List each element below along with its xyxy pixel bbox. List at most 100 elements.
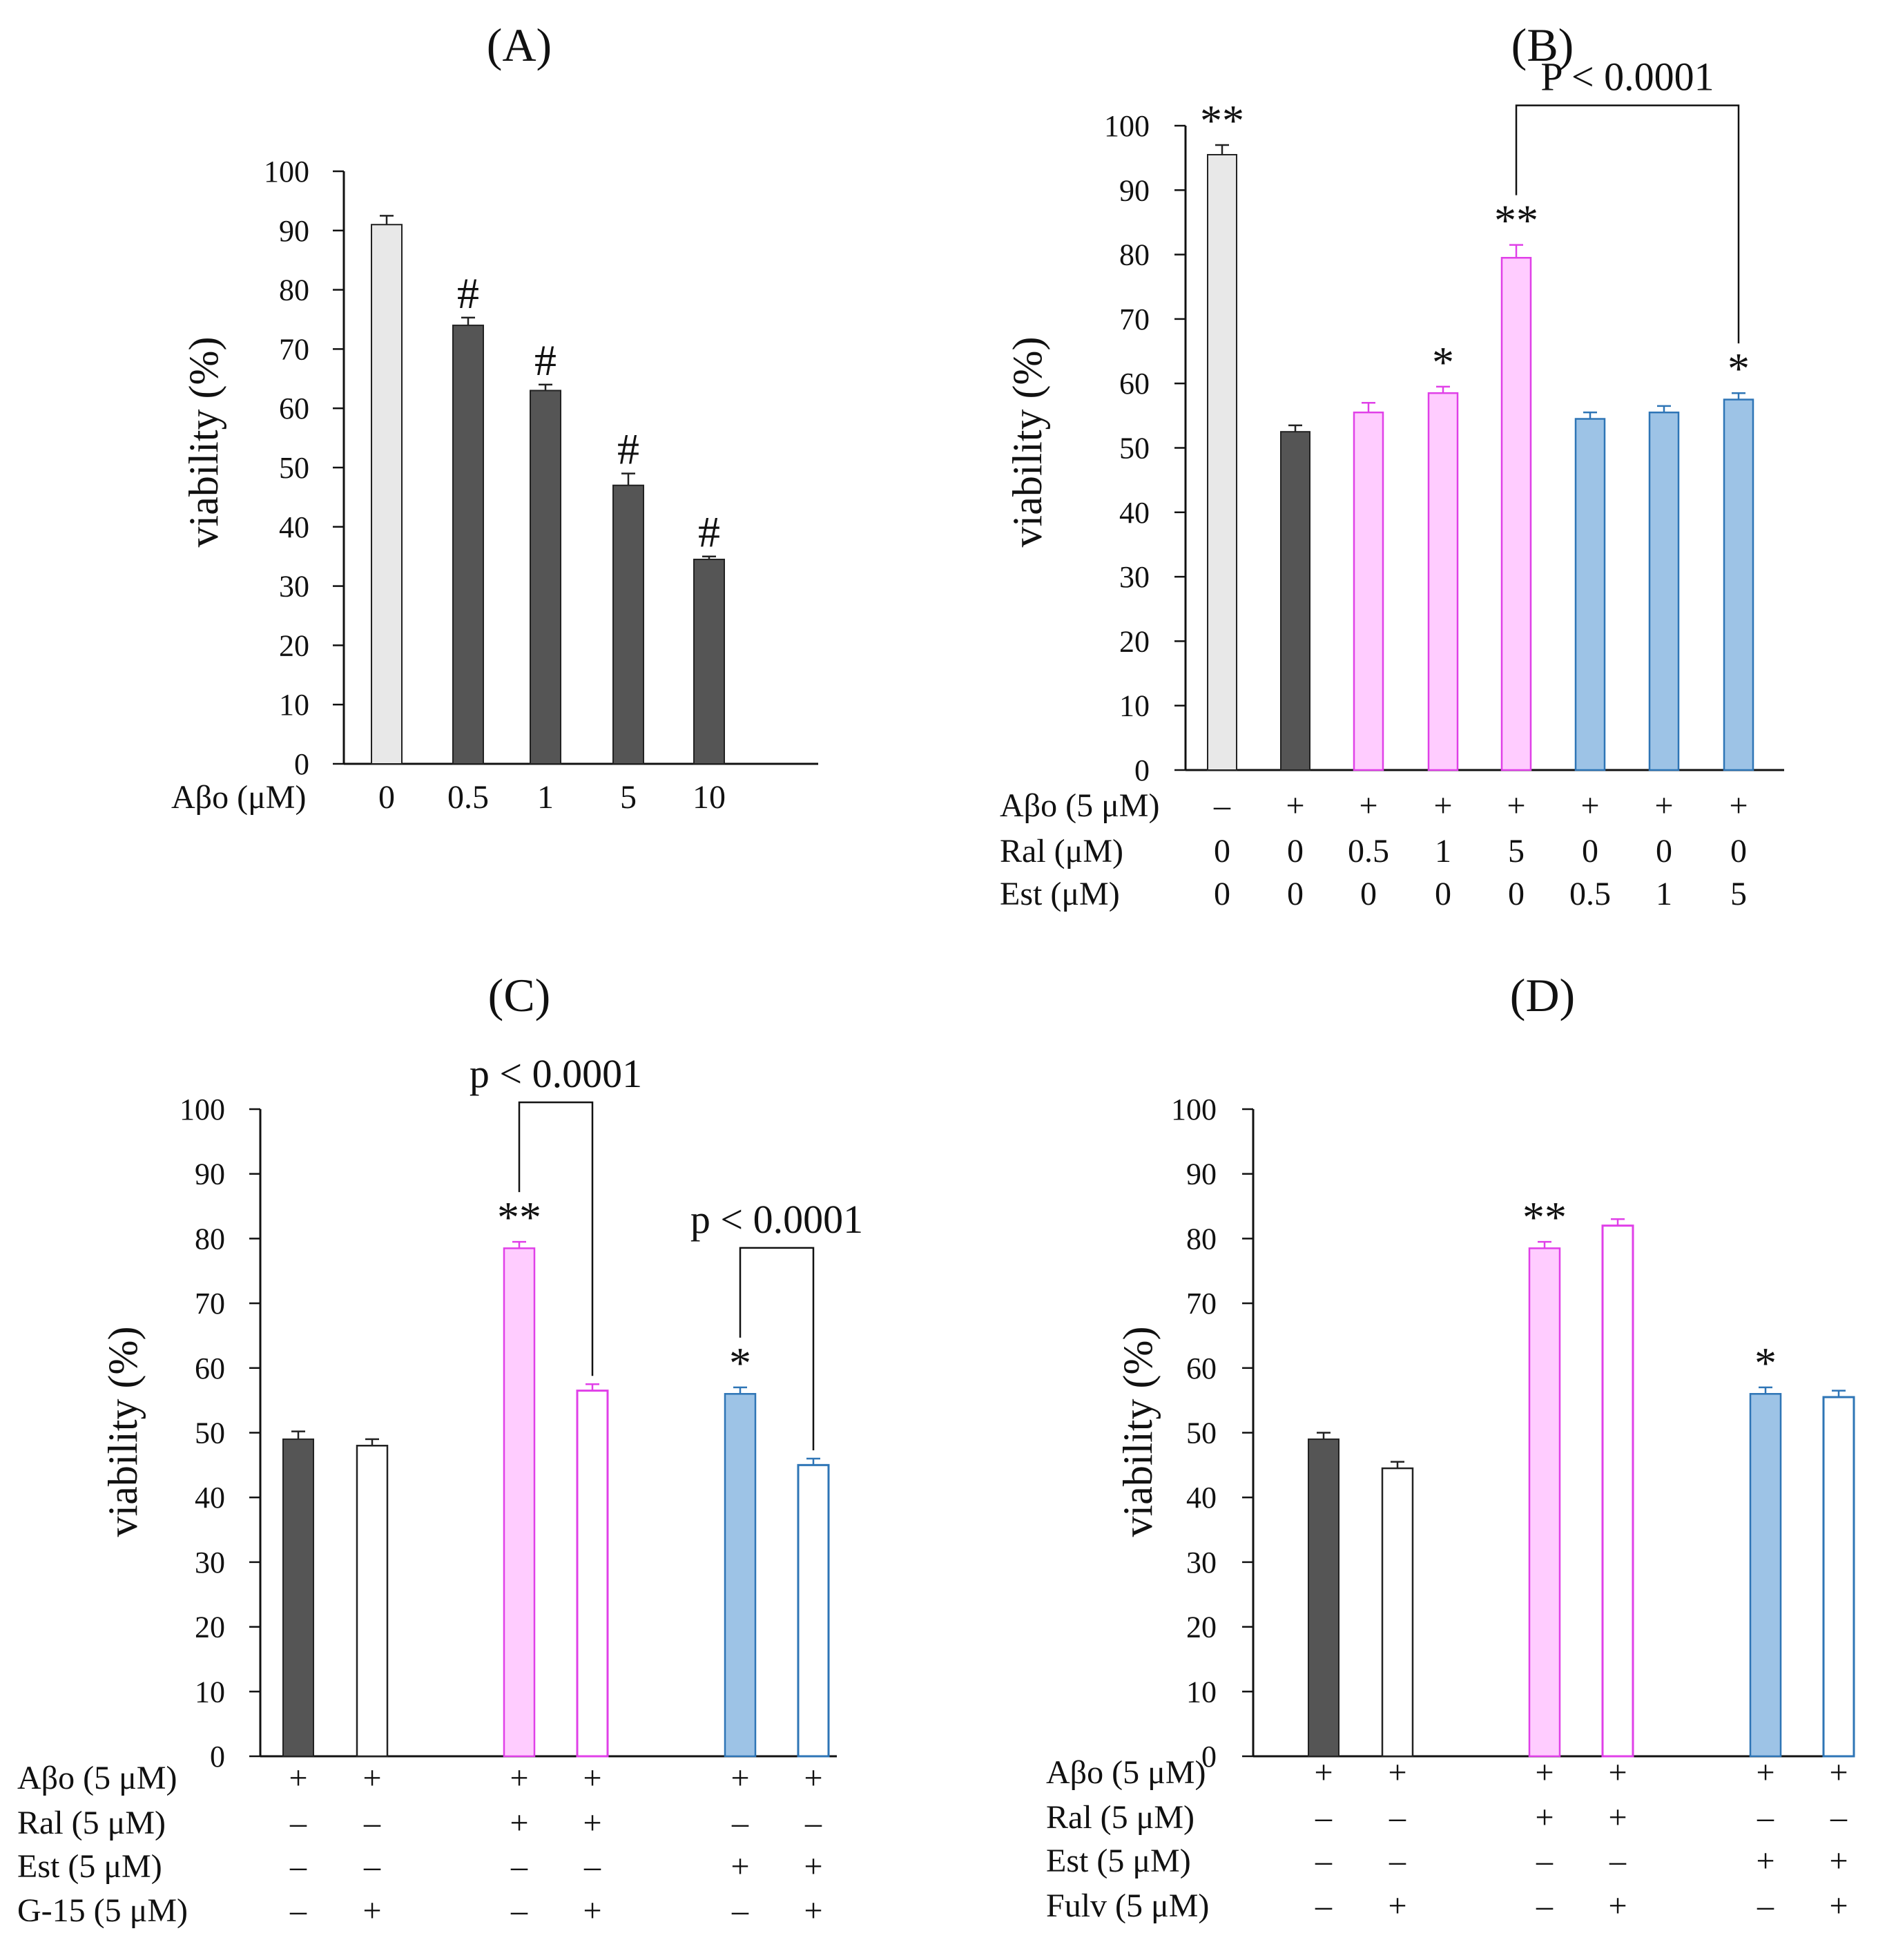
y-tick-label: 80 <box>1186 1222 1217 1256</box>
panel-title: (A) <box>487 19 552 71</box>
row-value: + <box>1756 1843 1774 1879</box>
row-value: 0 <box>1287 876 1304 912</box>
row-value: – <box>1757 1799 1774 1836</box>
row-value: + <box>510 1760 528 1796</box>
panel-title: (C) <box>488 969 551 1021</box>
row-label: Fulv (5 μM) <box>1046 1887 1209 1924</box>
row-value: + <box>1535 1799 1554 1836</box>
row-value: – <box>1536 1887 1554 1924</box>
bar <box>1528 1247 1561 1758</box>
row-value: – <box>804 1805 822 1841</box>
row-value: 0 <box>1508 876 1525 912</box>
row-value: 0 <box>1582 833 1598 869</box>
y-tick-label: 10 <box>195 1675 225 1709</box>
y-axis-label: viability (%) <box>181 337 226 548</box>
bar <box>530 390 561 765</box>
y-tick-label: 30 <box>1186 1546 1217 1579</box>
panel-title: (D) <box>1510 969 1575 1021</box>
row-value: + <box>510 1805 528 1841</box>
row-value: 10 <box>693 779 726 816</box>
row-value: – <box>731 1805 749 1841</box>
row-value: 0 <box>378 779 395 816</box>
row-value: – <box>1536 1843 1554 1879</box>
significance-mark: ** <box>1494 196 1538 245</box>
row-value: 0.5 <box>447 779 489 816</box>
bar <box>1500 257 1532 771</box>
y-tick-label: 20 <box>195 1611 225 1644</box>
y-tick-label: 90 <box>1119 173 1150 207</box>
row-label: Aβo (5 μM) <box>1046 1754 1206 1791</box>
row-value: + <box>1829 1754 1848 1791</box>
p-value-label: p < 0.0001 <box>470 1051 642 1096</box>
p-value-label: P < 0.0001 <box>1540 55 1714 99</box>
y-tick-label: 50 <box>1119 432 1150 465</box>
bar <box>503 1247 536 1758</box>
row-value: + <box>804 1760 822 1796</box>
row-value: – <box>1315 1843 1333 1879</box>
row-value: – <box>1315 1887 1333 1924</box>
row-value: + <box>1535 1754 1554 1791</box>
row-value: 0 <box>1214 876 1230 912</box>
bar <box>797 1463 830 1758</box>
y-tick-label: 70 <box>1119 302 1150 336</box>
row-value: – <box>1389 1843 1406 1879</box>
y-tick-label: 60 <box>1186 1352 1217 1385</box>
row-value: – <box>731 1892 749 1929</box>
significance-bracket <box>1515 104 1740 344</box>
row-value: – <box>1830 1799 1848 1836</box>
row-value: + <box>583 1805 601 1841</box>
y-tick-label: 70 <box>195 1287 225 1320</box>
bar <box>452 325 484 765</box>
y-tick-label: 50 <box>1186 1416 1217 1450</box>
row-value: + <box>1756 1754 1774 1791</box>
bar <box>1427 392 1459 771</box>
row-value: + <box>1608 1754 1627 1791</box>
y-tick-label: 100 <box>264 155 309 189</box>
y-axis-label: viability (%) <box>1005 337 1050 548</box>
y-tick-label: 100 <box>180 1093 225 1126</box>
row-value: – <box>363 1805 381 1841</box>
y-tick-label: 90 <box>195 1157 225 1191</box>
significance-mark: * <box>729 1338 751 1387</box>
row-value: – <box>1609 1843 1627 1879</box>
row-value: – <box>363 1848 381 1885</box>
significance-mark: * <box>1728 344 1750 393</box>
y-tick-label: 40 <box>1119 496 1150 530</box>
row-value: – <box>1389 1799 1406 1836</box>
y-tick-label: 60 <box>1119 367 1150 401</box>
y-tick-label: 60 <box>195 1352 225 1385</box>
bar <box>576 1390 609 1758</box>
row-value: – <box>1213 787 1231 824</box>
y-tick-label: 0 <box>294 747 309 781</box>
bar <box>1381 1467 1414 1758</box>
row-value: + <box>1433 787 1452 824</box>
bar <box>1574 418 1606 771</box>
row-value: – <box>1315 1799 1333 1836</box>
bar <box>1723 398 1754 771</box>
bar <box>1601 1224 1634 1758</box>
row-value: + <box>362 1892 381 1929</box>
significance-mark: ** <box>497 1193 541 1242</box>
y-tick-label: 40 <box>279 510 309 544</box>
row-value: + <box>731 1760 749 1796</box>
row-value: 0 <box>1360 876 1377 912</box>
p-value-label: p < 0.0001 <box>690 1197 863 1242</box>
row-value: + <box>1608 1799 1627 1836</box>
y-tick-label: 20 <box>1186 1611 1217 1644</box>
row-value: + <box>804 1892 822 1929</box>
row-value: 0 <box>1730 833 1747 869</box>
row-value: + <box>1388 1754 1406 1791</box>
y-tick-label: 20 <box>1119 624 1150 658</box>
row-value: + <box>1286 787 1304 824</box>
row-value: + <box>362 1760 381 1796</box>
bar <box>1207 153 1237 771</box>
row-value: – <box>583 1848 601 1885</box>
row-value: + <box>1654 787 1673 824</box>
y-axis-label: viability (%) <box>1115 1327 1161 1537</box>
row-value: – <box>1757 1887 1774 1924</box>
significance-bracket <box>518 1101 594 1376</box>
